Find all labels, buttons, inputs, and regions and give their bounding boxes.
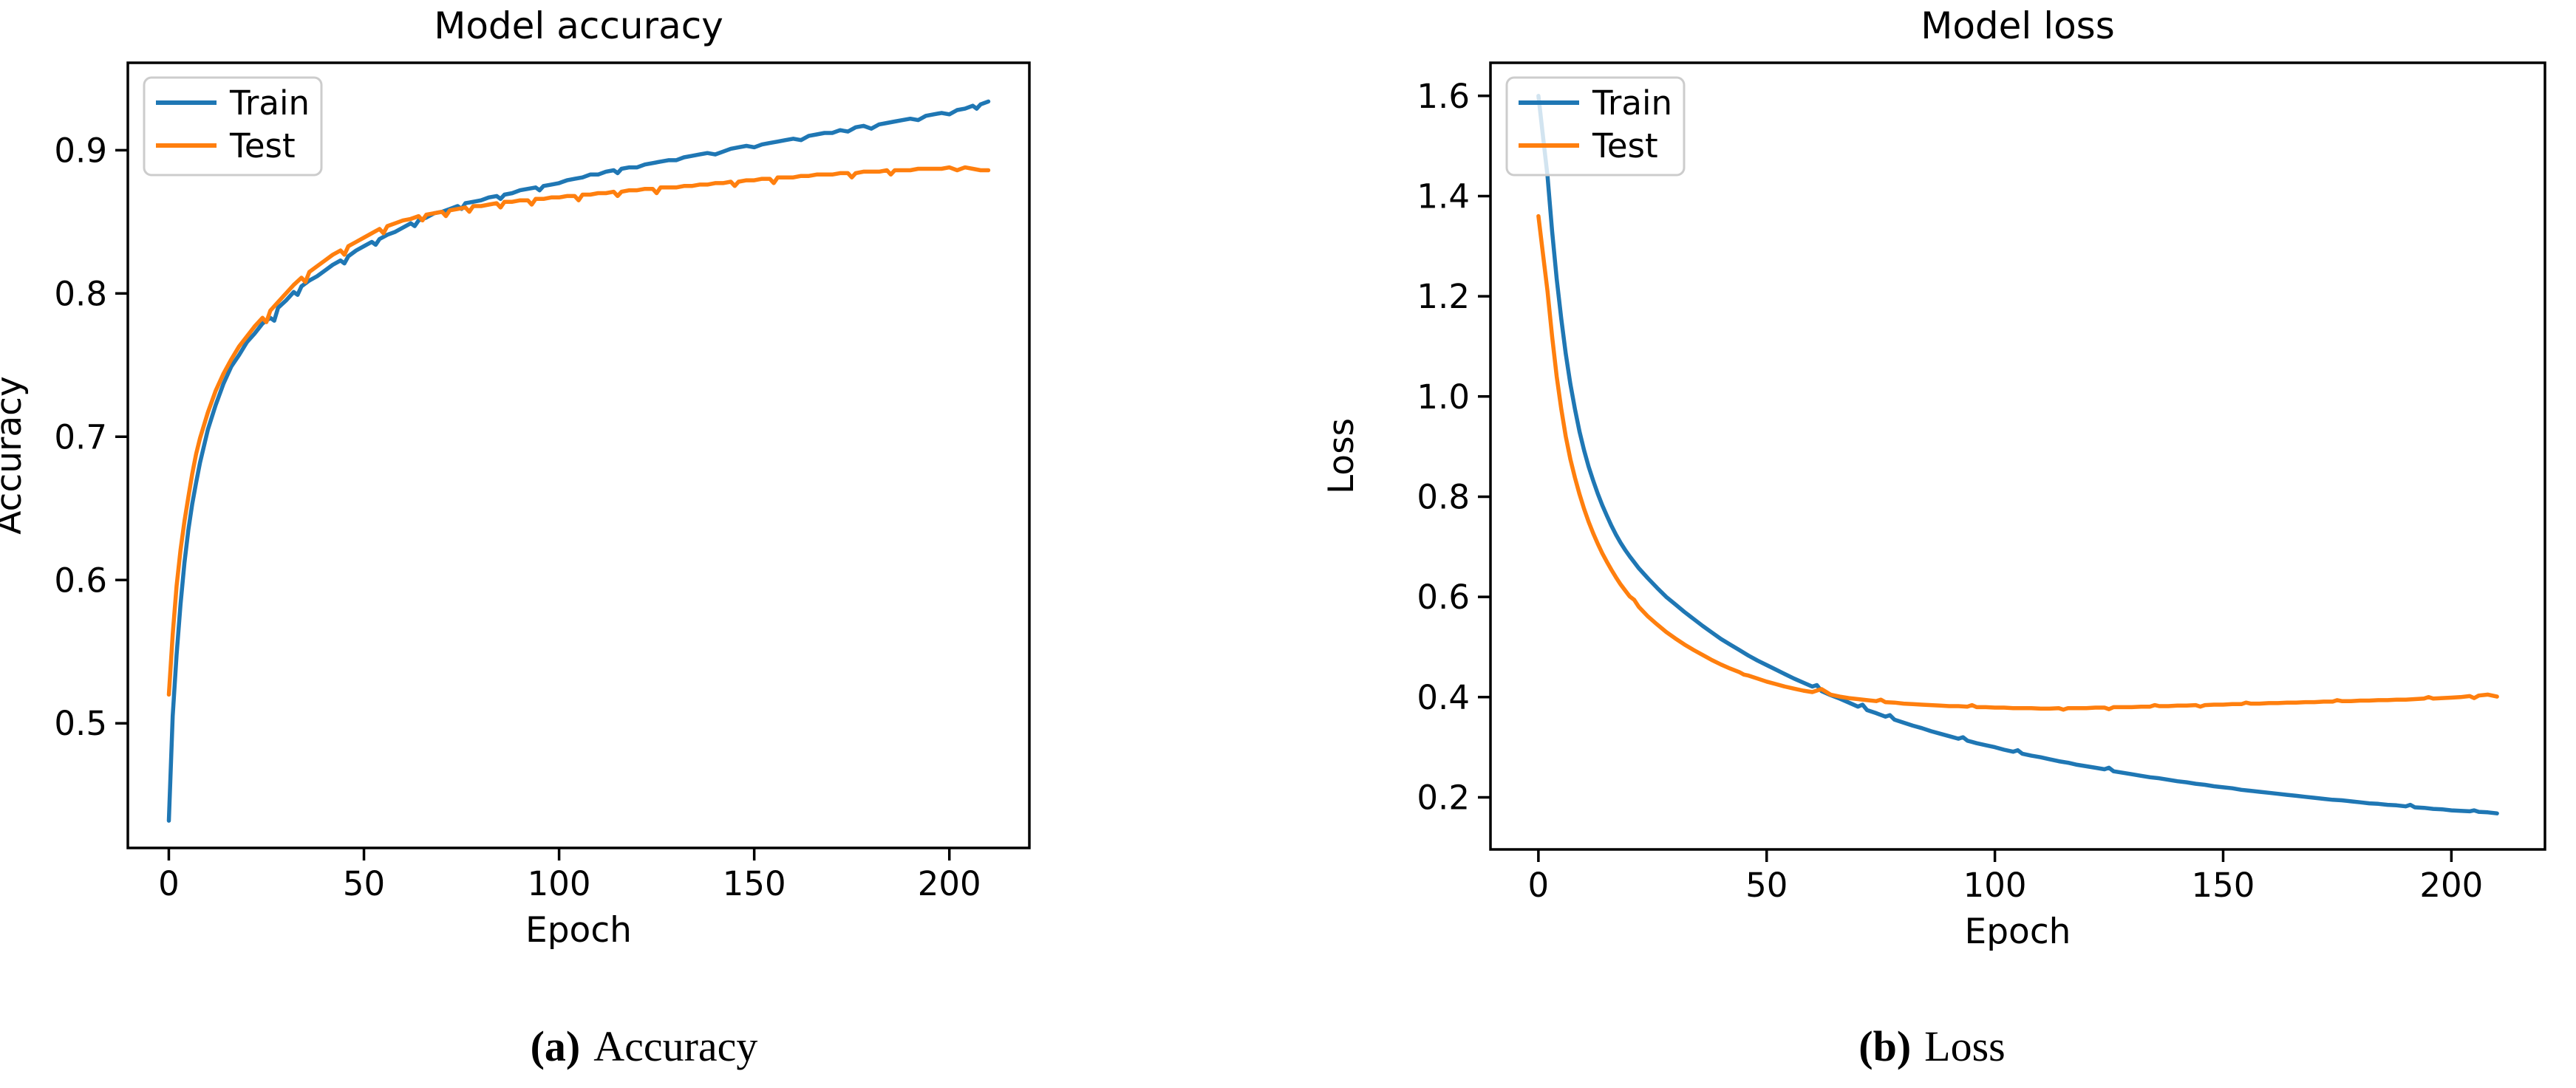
y-tick-label: 0.2	[1417, 778, 1470, 817]
caption-label: (b)	[1858, 1022, 1912, 1070]
accuracy-caption: (a) Accuracy	[0, 968, 1288, 1068]
loss-caption: (b) Loss	[1288, 968, 2576, 1068]
series-lines	[1536, 94, 2499, 815]
chart-title: Model loss	[1921, 4, 2115, 47]
accuracy-chart: 0 50 100 150 200 0.5 0.6 0.7 0.8 0.9 Model accurac…	[0, 4, 1031, 951]
accuracy-figure: 0 50 100 150 200 0.5 0.6 0.7 0.8 0.9 Model accurac…	[0, 4, 1288, 1068]
train-line	[166, 99, 991, 823]
series-lines	[166, 99, 991, 823]
y-tick-label: 0.8	[1417, 477, 1470, 516]
y-axis-label: Accuracy	[0, 376, 30, 535]
x-tick-label: 100	[528, 864, 591, 903]
axis-ticks: 0 50 100 150 200 0.2 0.4 0.6 0.8 1.0 1.2 1.4 1.6	[1417, 77, 2483, 905]
x-tick-label: 0	[158, 864, 180, 903]
x-tick-label: 150	[723, 864, 786, 903]
loss-figure: 0 50 100 150 200 0.2 0.4 0.6 0.8 1.0 1.2 1.4 1.6 Mode…	[1288, 0, 2576, 1088]
y-tick-label: 0.7	[54, 417, 107, 456]
x-tick-label: 50	[1745, 866, 1788, 905]
loss-chart: 0 50 100 150 200 0.2 0.4 0.6 0.8 1.0 1.2 1.4 1.6 Mode…	[1321, 4, 2546, 952]
y-tick-label: 0.5	[54, 704, 107, 743]
test-line	[1536, 213, 2499, 712]
x-axis-label: Epoch	[1965, 911, 2071, 952]
test-line	[166, 165, 991, 697]
x-tick-label: 50	[343, 864, 385, 903]
y-tick-label: 1.2	[1417, 277, 1470, 316]
x-tick-label: 200	[918, 864, 981, 903]
train-line	[1536, 94, 2499, 815]
axis-ticks: 0 50 100 150 200 0.5 0.6 0.7 0.8 0.9	[54, 131, 981, 903]
plot-spines	[126, 61, 1031, 849]
legend-test-label: Test	[1592, 126, 1658, 165]
caption-text: Loss	[1924, 1022, 2006, 1070]
x-tick-label: 100	[1963, 866, 2027, 905]
legend-train-label: Train	[229, 83, 310, 123]
y-tick-label: 0.4	[1417, 678, 1470, 717]
legend-test-label: Test	[229, 126, 296, 165]
legend-train-label: Train	[1592, 83, 1672, 123]
chart-title: Model accuracy	[434, 4, 723, 47]
y-tick-label: 0.8	[54, 274, 107, 313]
x-axis-label: Epoch	[525, 910, 632, 951]
y-tick-label: 1.4	[1417, 177, 1470, 216]
y-tick-label: 0.6	[1417, 578, 1470, 617]
x-tick-label: 200	[2419, 866, 2483, 905]
y-tick-label: 1.6	[1417, 77, 1470, 116]
x-tick-label: 0	[1528, 866, 1550, 905]
y-tick-label: 0.6	[54, 561, 107, 600]
y-tick-label: 1.0	[1417, 377, 1470, 417]
caption-label: (a)	[530, 1022, 581, 1070]
x-tick-label: 150	[2192, 866, 2255, 905]
y-tick-label: 0.9	[54, 131, 107, 170]
caption-text: Accuracy	[593, 1022, 758, 1070]
y-axis-label: Loss	[1321, 418, 1362, 494]
plot-spines	[1489, 61, 2546, 851]
